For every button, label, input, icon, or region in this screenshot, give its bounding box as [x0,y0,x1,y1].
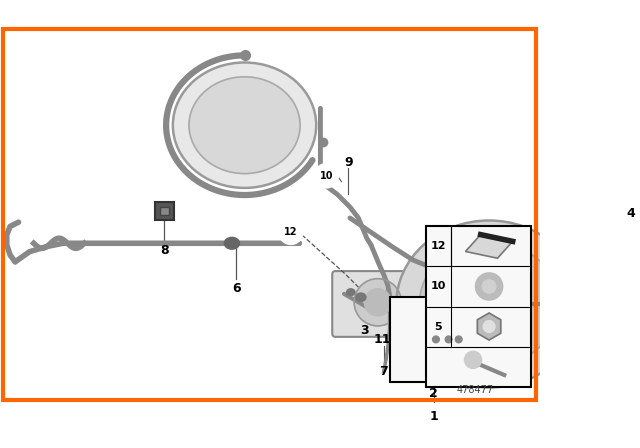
Polygon shape [465,235,513,258]
Circle shape [483,321,495,332]
Circle shape [429,333,443,346]
Text: 5: 5 [435,322,442,332]
Text: 4: 4 [627,207,635,220]
Circle shape [621,292,640,316]
Bar [426,226,531,387]
Polygon shape [612,245,622,363]
Text: 9: 9 [344,156,353,169]
Circle shape [465,351,481,368]
Circle shape [476,273,502,300]
Ellipse shape [396,220,582,388]
Ellipse shape [189,77,300,173]
Bar [390,297,478,382]
Circle shape [636,288,640,311]
Text: 6: 6 [232,282,241,295]
Text: 11: 11 [373,333,391,346]
Circle shape [452,333,465,346]
Circle shape [483,280,496,293]
Text: 12: 12 [431,241,446,251]
Ellipse shape [224,237,239,249]
Text: 12: 12 [284,227,298,237]
Text: 1: 1 [429,410,438,423]
Ellipse shape [419,241,559,366]
Circle shape [364,289,391,316]
FancyBboxPatch shape [332,271,410,337]
Text: 478477: 478477 [456,385,493,395]
Bar [155,202,173,220]
Text: 8: 8 [160,244,169,257]
Text: 3: 3 [360,324,369,337]
Circle shape [627,298,638,310]
Circle shape [455,336,462,343]
Ellipse shape [173,62,316,188]
Bar [160,207,169,215]
Text: 2: 2 [429,387,438,400]
Circle shape [354,279,401,326]
Circle shape [279,220,303,244]
Circle shape [445,336,452,343]
Circle shape [314,164,338,188]
Ellipse shape [356,293,366,302]
Text: 10: 10 [431,281,446,292]
Text: 7: 7 [380,365,388,378]
Circle shape [442,333,455,346]
Circle shape [598,297,612,311]
Ellipse shape [347,289,355,296]
Text: 10: 10 [319,171,333,181]
Circle shape [433,336,439,343]
